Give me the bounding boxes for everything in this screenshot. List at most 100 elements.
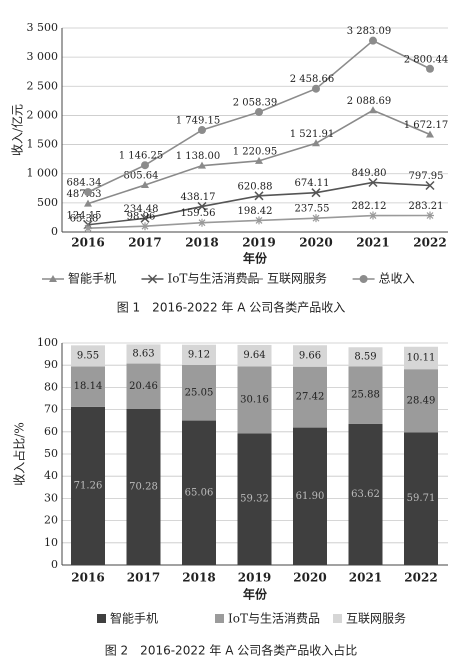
y-tick-label: 2 500 [27,79,59,92]
marker [254,191,264,201]
bar-segment [126,344,161,364]
data-label: 2 088.69 [347,96,392,107]
data-label: 18.14 [74,381,103,392]
data-label: 159.56 [181,208,216,219]
data-label: 2 058.39 [233,98,278,109]
bar-segment [71,366,105,407]
data-label: 487.63 [67,189,102,200]
y-tick-label: 500 [37,196,58,209]
y-tick-label: 50 [44,447,58,460]
marker [312,214,320,223]
marker [369,106,377,114]
data-label: 282.12 [352,201,387,212]
marker [426,64,434,73]
bar-segment [237,366,272,434]
data-label: 8.63 [132,348,154,359]
legend-swatch [97,614,106,623]
bar-segment [71,406,105,565]
marker [198,218,206,227]
marker [311,188,321,198]
y-tick-label: 100 [37,336,58,349]
data-label: 1 749.15 [176,116,221,127]
bar-segment [348,347,383,367]
legend-label: 互联网服务 [267,271,327,286]
bar-segment [237,433,272,565]
data-label: 8.59 [354,351,376,362]
x-tick-label: 2022 [413,236,446,250]
y-tick-label: 3 000 [27,50,59,63]
y-tick-label: 20 [44,514,58,527]
y-tick-label: 3 500 [27,21,59,34]
bar-segment [293,366,327,428]
y-tick-label: 30 [44,491,58,504]
marker [49,275,57,282]
data-label: 25.88 [351,390,380,401]
data-label: 63.62 [351,489,380,500]
marker [84,224,92,233]
marker [369,211,377,220]
x-tick-label: 2020 [293,571,326,585]
bar-segment [404,346,438,370]
data-label: 684.34 [67,178,102,189]
marker [425,180,435,191]
bar-segment [348,366,383,424]
data-label: 27.42 [296,392,325,403]
data-label: 10.11 [407,352,436,363]
marker [147,274,158,284]
x-tick-label: 2018 [185,236,218,250]
marker [141,161,149,170]
x-tick-label: 2018 [182,571,215,585]
y-tick-label: 40 [44,469,58,482]
marker [312,139,320,147]
bar-segment [293,427,327,565]
data-label: 20.46 [129,381,158,392]
legend-label: IoT与生活消费品 [167,272,259,286]
x-tick-label: 2021 [349,571,382,585]
data-label: 1 146.25 [119,151,164,162]
data-label: 59.32 [240,494,269,505]
bar-segment [404,432,438,565]
bar-segment [237,344,272,367]
y-tick-label: 10 [44,536,58,549]
caption: 图 2 2016-2022 年 A 公司各类产品收入占比 [105,643,358,658]
x-tick-label: 2017 [128,236,161,250]
marker [359,275,368,283]
x-axis-label: 年份 [243,587,268,602]
data-label: 61.90 [296,491,325,502]
data-label: 283.21 [409,201,444,212]
data-label: 620.88 [238,181,273,192]
data-label: 28.49 [407,395,436,406]
marker [140,213,150,223]
data-label: 797.95 [409,171,444,182]
data-label: 71.26 [74,480,103,491]
bar-segment [182,364,216,421]
marker [255,216,263,225]
x-tick-label: 2021 [356,236,389,250]
y-tick-label: 80 [44,380,58,393]
bar-segment [126,408,161,565]
bar-segment [348,423,383,565]
data-label: 1 672.17 [404,120,449,131]
data-label: 674.11 [295,178,330,189]
marker [426,211,434,220]
legend-label: 互联网服务 [346,611,406,626]
y-axis-label: 收入/亿元 [10,104,25,156]
y-tick-label: 90 [44,358,58,371]
x-tick-label: 2016 [71,236,104,250]
data-label: 98.96 [127,212,156,223]
x-tick-label: 2019 [238,571,271,585]
legend-swatch [215,614,224,623]
data-label: 2 800.44 [404,54,449,65]
marker [198,161,206,169]
x-tick-label: 2020 [299,236,332,250]
marker [312,84,320,93]
legend-label: 总收入 [379,272,415,286]
marker [197,201,207,211]
bar-segment [182,420,216,565]
data-label: 849.80 [352,168,387,179]
marker [141,181,149,189]
data-label: 3 283.09 [347,26,392,37]
data-label: 1 220.95 [233,146,278,157]
y-axis-label: 收入占比/% [12,422,27,485]
